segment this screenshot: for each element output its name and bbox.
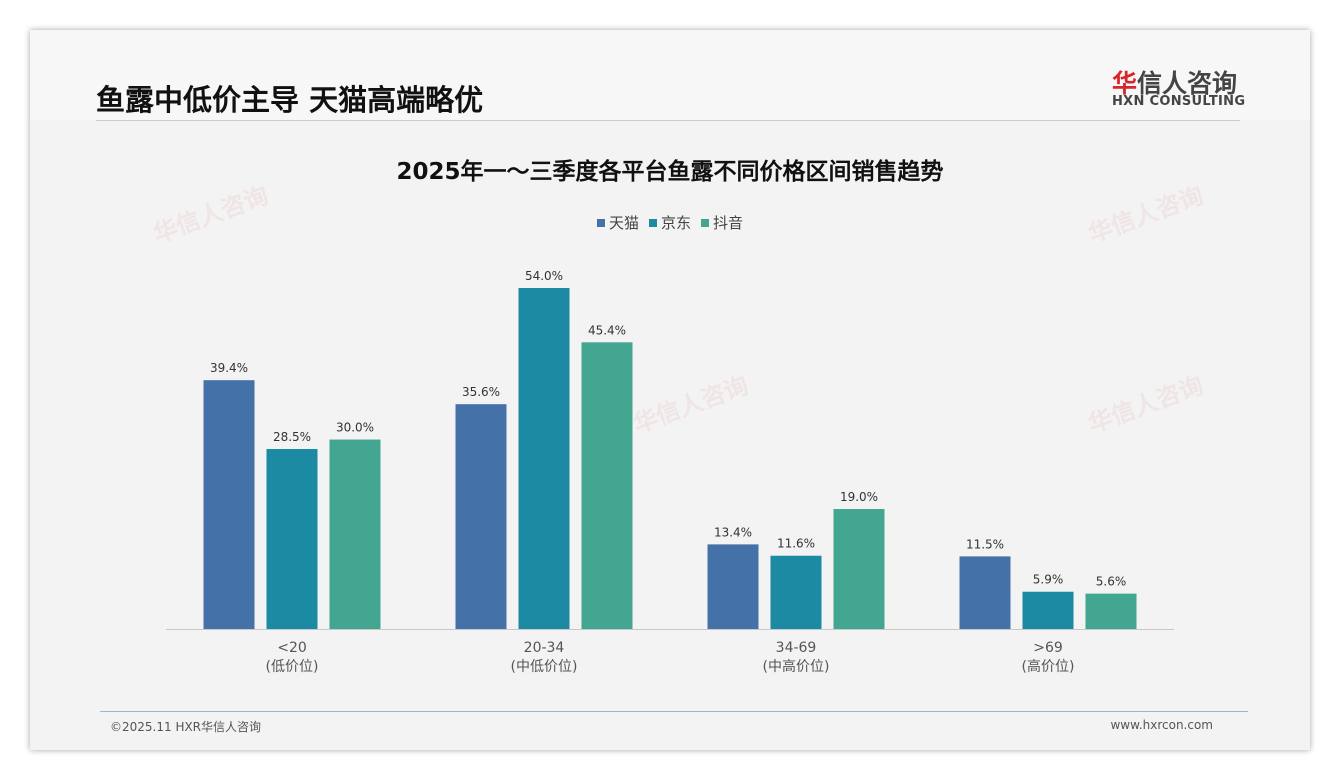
x-tick-label: <20 bbox=[277, 640, 307, 656]
data-label: 45.4% bbox=[588, 323, 626, 337]
copyright: ©2025.11 HXR华信人咨询 bbox=[110, 720, 262, 734]
x-tick-sublabel: (低价位) bbox=[266, 659, 319, 675]
legend-item: 天猫 bbox=[596, 212, 639, 233]
bar bbox=[770, 555, 822, 629]
data-label: 54.0% bbox=[525, 269, 563, 283]
header bbox=[30, 30, 1310, 120]
bar bbox=[455, 404, 507, 629]
website: www.hxrcon.com bbox=[1110, 718, 1213, 732]
bar bbox=[203, 380, 255, 629]
x-tick-label: 20-34 bbox=[524, 640, 565, 656]
data-label: 5.9% bbox=[1033, 573, 1064, 587]
chart-title: 2025年一～三季度各平台鱼露不同价格区间销售趋势 bbox=[396, 159, 944, 185]
x-tick-label: 34-69 bbox=[776, 640, 817, 656]
legend-label: 抖音 bbox=[713, 214, 744, 232]
legend-swatch bbox=[596, 218, 605, 227]
legend-swatch bbox=[648, 218, 657, 227]
header-divider bbox=[96, 120, 1240, 121]
data-label: 5.6% bbox=[1096, 575, 1127, 589]
bar bbox=[833, 509, 885, 629]
data-label: 28.5% bbox=[273, 430, 311, 444]
logo-subtitle: HXN CONSULTING bbox=[1112, 94, 1246, 109]
legend-label: 天猫 bbox=[608, 214, 639, 232]
data-label: 19.0% bbox=[840, 490, 878, 504]
legend: 天猫 京东 抖音 bbox=[0, 212, 1340, 233]
bar bbox=[266, 449, 318, 629]
legend-item: 京东 bbox=[648, 212, 691, 233]
x-tick-label: >69 bbox=[1033, 640, 1063, 656]
x-tick-sublabel: (中低价位) bbox=[511, 659, 578, 675]
data-label: 39.4% bbox=[210, 361, 248, 375]
data-label: 13.4% bbox=[714, 525, 752, 539]
x-tick-sublabel: (中高价位) bbox=[763, 658, 830, 675]
x-tick-sublabel: (高价位) bbox=[1022, 658, 1075, 675]
legend-item: 抖音 bbox=[701, 212, 743, 233]
data-label: 11.5% bbox=[966, 537, 1004, 551]
bar bbox=[581, 342, 633, 629]
legend-label: 京东 bbox=[660, 214, 691, 232]
page-title: 鱼露中低价主导 天猫高端略优 bbox=[96, 83, 484, 117]
legend-swatch bbox=[701, 218, 709, 227]
logo: 华信人咨询 bbox=[1112, 69, 1238, 98]
footer-divider bbox=[100, 711, 1248, 712]
bar bbox=[518, 288, 570, 629]
bar bbox=[329, 439, 381, 629]
bar bbox=[1085, 593, 1137, 629]
bar bbox=[1022, 591, 1074, 629]
data-label: 35.6% bbox=[462, 385, 500, 399]
bar bbox=[707, 544, 759, 629]
data-label: 11.6% bbox=[777, 537, 815, 551]
bar bbox=[959, 556, 1011, 629]
data-label: 30.0% bbox=[336, 421, 374, 435]
